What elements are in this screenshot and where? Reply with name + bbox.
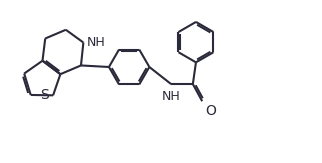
Text: S: S	[40, 88, 48, 102]
Text: NH: NH	[162, 90, 180, 103]
Text: NH: NH	[87, 36, 106, 49]
Text: O: O	[205, 104, 216, 118]
